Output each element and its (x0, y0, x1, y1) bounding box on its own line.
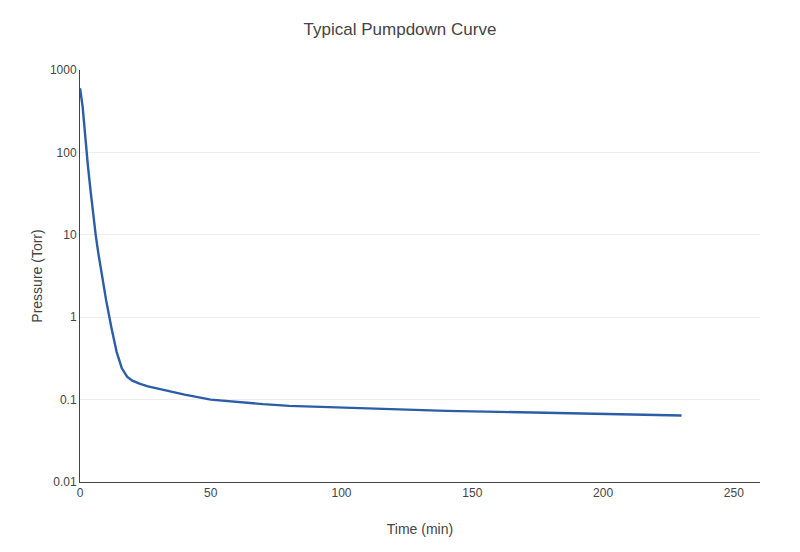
svg-text:1000: 1000 (50, 63, 77, 77)
svg-text:0.01: 0.01 (53, 475, 77, 489)
svg-text:200: 200 (593, 486, 613, 500)
svg-text:150: 150 (462, 486, 482, 500)
svg-text:250: 250 (724, 486, 744, 500)
svg-text:Pressure (Torr): Pressure (Torr) (29, 229, 45, 322)
svg-text:Typical Pumpdown Curve: Typical Pumpdown Curve (304, 20, 497, 39)
svg-text:50: 50 (204, 486, 218, 500)
svg-text:100: 100 (57, 146, 77, 160)
svg-text:1: 1 (70, 310, 77, 324)
svg-text:10: 10 (63, 228, 77, 242)
svg-text:0: 0 (77, 486, 84, 500)
svg-text:Time (min): Time (min) (387, 521, 453, 537)
svg-text:100: 100 (332, 486, 352, 500)
svg-text:0.1: 0.1 (60, 393, 77, 407)
